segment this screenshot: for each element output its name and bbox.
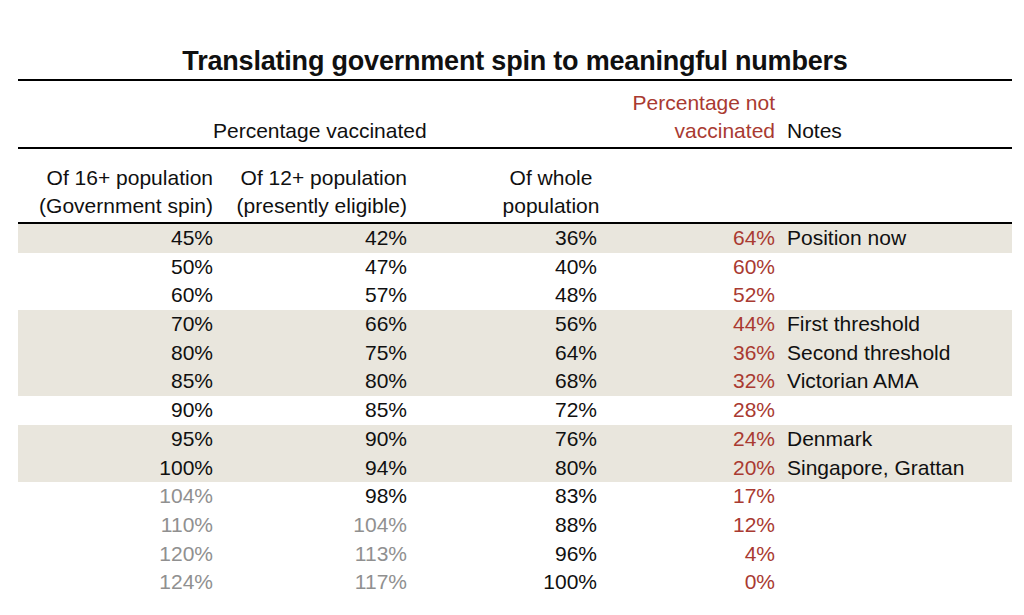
pct-not-vaccinated-cell: 32% [597, 367, 775, 396]
notes-cell [775, 568, 1012, 597]
pct-16plus-cell: 124% [18, 568, 213, 597]
pct-12plus-cell: 75% [213, 339, 407, 368]
pct-not-vaccinated-cell: 44% [597, 310, 775, 339]
header-notes: Notes [775, 117, 1012, 145]
subheader-whole-population-line1: Of whole [456, 164, 646, 192]
pct-12plus-cell: 104% [213, 511, 407, 540]
pct-not-vaccinated-cell: 17% [597, 482, 775, 511]
subheader-16plus: Of 16+ population (Government spin) [18, 164, 213, 220]
pct-16plus-cell: 95% [18, 425, 213, 454]
subheader-16plus-line2: (Government spin) [18, 192, 213, 220]
header-percentage-vaccinated: Percentage vaccinated [213, 117, 407, 145]
pct-not-vaccinated-cell: 4% [597, 540, 775, 569]
pct-whole-cell: 80% [407, 454, 597, 483]
notes-cell [775, 253, 1012, 282]
pct-not-vaccinated-cell: 60% [597, 253, 775, 282]
notes-cell: Position now [775, 224, 1012, 253]
pct-16plus-cell: 85% [18, 367, 213, 396]
table-row: 100%94%80%20%Singapore, Grattan [18, 454, 1012, 483]
pct-not-vaccinated-cell: 24% [597, 425, 775, 454]
pct-whole-cell: 100% [407, 568, 597, 597]
pct-not-vaccinated-cell: 36% [597, 339, 775, 368]
table-row: 60%57%48%52% [18, 281, 1012, 310]
pct-12plus-cell: 85% [213, 396, 407, 425]
pct-12plus-cell: 80% [213, 367, 407, 396]
pct-16plus-cell: 60% [18, 281, 213, 310]
table-row: 104%98%83%17% [18, 482, 1012, 511]
pct-not-vaccinated-cell: 28% [597, 396, 775, 425]
pct-12plus-cell: 66% [213, 310, 407, 339]
pct-not-vaccinated-cell: 12% [597, 511, 775, 540]
pct-12plus-cell: 117% [213, 568, 407, 597]
notes-cell [775, 281, 1012, 310]
notes-cell: Victorian AMA [775, 367, 1012, 396]
table-row: 95%90%76%24%Denmark [18, 425, 1012, 454]
notes-cell: Denmark [775, 425, 1012, 454]
pct-whole-cell: 40% [407, 253, 597, 282]
notes-cell [775, 482, 1012, 511]
pct-12plus-cell: 47% [213, 253, 407, 282]
title-block: Translating government spin to meaningfu… [18, 0, 1012, 81]
subheader-12plus-line2: (presently eligible) [213, 192, 407, 220]
header-percentage-not-vaccinated-line1: Percentage not [597, 89, 775, 117]
table-row: 110%104%88%12% [18, 511, 1012, 540]
pct-not-vaccinated-cell: 0% [597, 568, 775, 597]
pct-not-vaccinated-cell: 52% [597, 281, 775, 310]
table-row: 70%66%56%44%First threshold [18, 310, 1012, 339]
table-header-groups: Percentage vaccinated Percentage not vac… [18, 81, 1012, 149]
pct-12plus-cell: 57% [213, 281, 407, 310]
table-row: 120%113%96%4% [18, 540, 1012, 569]
table-row: 124%117%100%0% [18, 568, 1012, 597]
pct-whole-cell: 64% [407, 339, 597, 368]
pct-16plus-cell: 80% [18, 339, 213, 368]
table-figure: Translating government spin to meaningfu… [0, 0, 1024, 615]
table-subheaders: Of 16+ population (Government spin) Of 1… [18, 149, 1012, 224]
pct-16plus-cell: 70% [18, 310, 213, 339]
pct-16plus-cell: 100% [18, 454, 213, 483]
subheader-12plus: Of 12+ population (presently eligible) [213, 164, 407, 220]
table-row: 90%85%72%28% [18, 396, 1012, 425]
table-row: 85%80%68%32%Victorian AMA [18, 367, 1012, 396]
pct-whole-cell: 76% [407, 425, 597, 454]
pct-whole-cell: 96% [407, 540, 597, 569]
table-row: 80%75%64%36%Second threshold [18, 339, 1012, 368]
pct-16plus-cell: 45% [18, 224, 213, 253]
pct-not-vaccinated-cell: 64% [597, 224, 775, 253]
table-row: 50%47%40%60% [18, 253, 1012, 282]
pct-12plus-cell: 98% [213, 482, 407, 511]
pct-12plus-cell: 42% [213, 224, 407, 253]
notes-cell: Singapore, Grattan [775, 454, 1012, 483]
notes-cell [775, 396, 1012, 425]
pct-whole-cell: 56% [407, 310, 597, 339]
pct-whole-cell: 48% [407, 281, 597, 310]
header-percentage-not-vaccinated: Percentage not vaccinated [597, 89, 775, 145]
header-percentage-not-vaccinated-line2: vaccinated [597, 117, 775, 145]
notes-cell [775, 540, 1012, 569]
pct-whole-cell: 88% [407, 511, 597, 540]
notes-cell [775, 511, 1012, 540]
pct-12plus-cell: 90% [213, 425, 407, 454]
pct-16plus-cell: 104% [18, 482, 213, 511]
pct-12plus-cell: 113% [213, 540, 407, 569]
page-title: Translating government spin to meaningfu… [182, 46, 847, 76]
pct-12plus-cell: 94% [213, 454, 407, 483]
pct-16plus-cell: 90% [18, 396, 213, 425]
pct-whole-cell: 72% [407, 396, 597, 425]
subheader-whole-population-line2: population [456, 192, 646, 220]
pct-not-vaccinated-cell: 20% [597, 454, 775, 483]
pct-16plus-cell: 120% [18, 540, 213, 569]
pct-whole-cell: 36% [407, 224, 597, 253]
subheader-16plus-line1: Of 16+ population [18, 164, 213, 192]
table-row: 45%42%36%64%Position now [18, 224, 1012, 253]
table-body: 45%42%36%64%Position now50%47%40%60%60%5… [18, 224, 1012, 597]
subheader-12plus-line1: Of 12+ population [213, 164, 407, 192]
pct-whole-cell: 83% [407, 482, 597, 511]
pct-whole-cell: 68% [407, 367, 597, 396]
subheader-whole-population: Of whole population [456, 164, 646, 220]
pct-16plus-cell: 110% [18, 511, 213, 540]
pct-16plus-cell: 50% [18, 253, 213, 282]
spin-table: Translating government spin to meaningfu… [18, 0, 1012, 597]
notes-cell: First threshold [775, 310, 1012, 339]
notes-cell: Second threshold [775, 339, 1012, 368]
